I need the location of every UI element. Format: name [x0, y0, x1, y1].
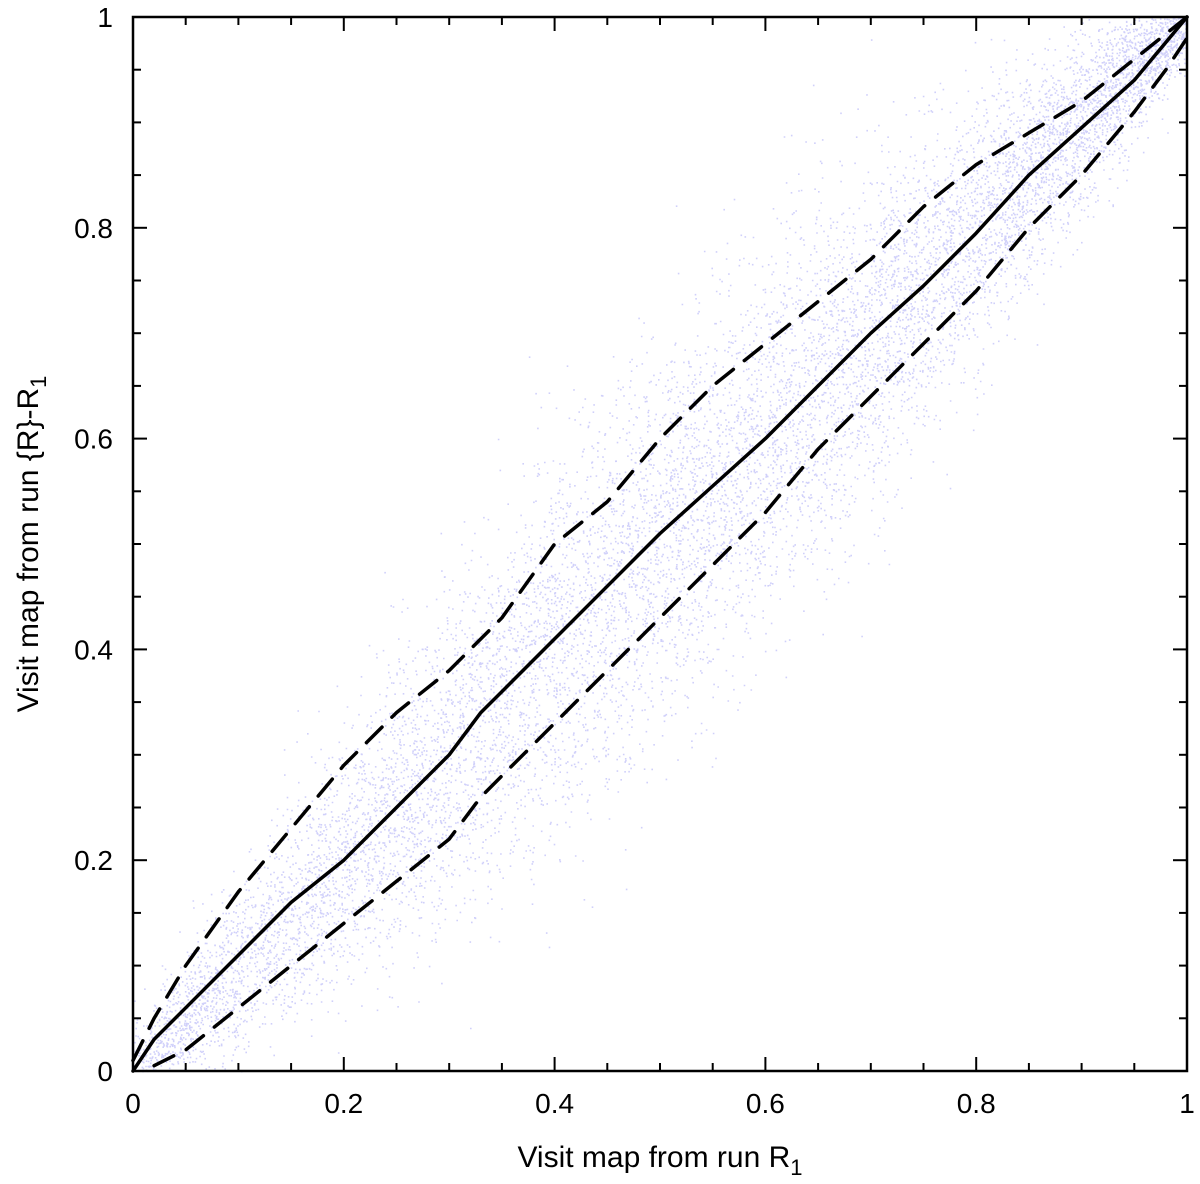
- median-line: [131, 15, 1189, 1073]
- y-tick-label: 0: [97, 1056, 113, 1087]
- y-tick-label: 0.6: [74, 424, 113, 455]
- y-tick-label: 0.4: [74, 634, 113, 665]
- scatter-points-cloud: [133, 17, 1188, 1073]
- trend-lines: [131, 15, 1189, 1073]
- x-tick-label: 0.2: [324, 1088, 363, 1119]
- x-tick-label: 0: [125, 1088, 141, 1119]
- scatter-points: [133, 17, 1188, 1073]
- y-axis-title: Visit map from run {R}-R1: [12, 376, 51, 713]
- x-tick-label: 0.4: [535, 1088, 574, 1119]
- y-tick-label: 1: [97, 2, 113, 33]
- y-tick-labels: 0 0.2 0.4 0.6 0.8 1: [74, 2, 113, 1087]
- x-tick-labels: 0 0.2 0.4 0.6 0.8 1: [125, 1088, 1195, 1119]
- x-tick-label: 1: [1179, 1088, 1195, 1119]
- dashed-bound-line-1: [131, 15, 1189, 1063]
- y-tick-label: 0.8: [74, 213, 113, 244]
- x-axis-title: Visit map from run R1: [517, 1141, 802, 1180]
- dashed-bound-line-2: [152, 36, 1189, 1068]
- axis-ticks: [132, 16, 1188, 1072]
- x-tick-label: 0.6: [746, 1088, 785, 1119]
- y-tick-label: 0.2: [74, 845, 113, 876]
- x-tick-label: 0.8: [957, 1088, 996, 1119]
